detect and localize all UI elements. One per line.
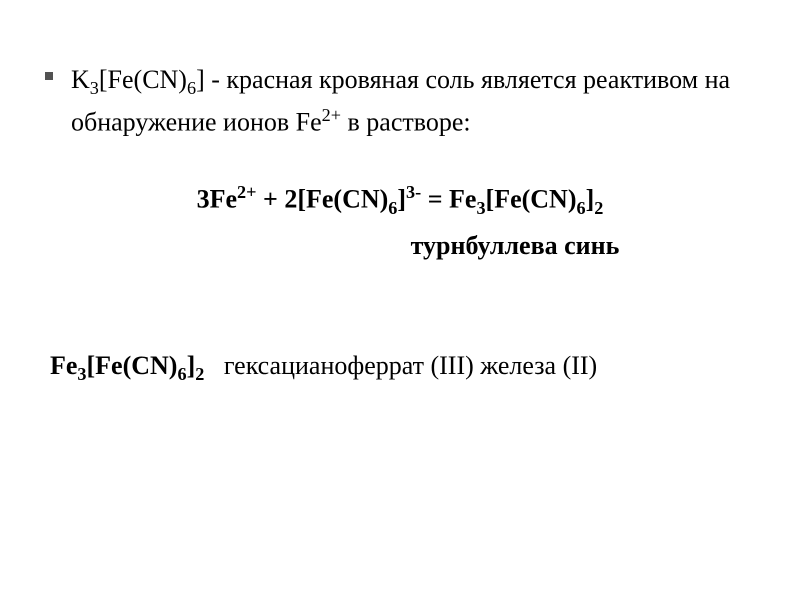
intro-formula-mid: [Fe(CN) (99, 65, 187, 94)
intro-sub2: 6 (187, 78, 196, 98)
eq-bracket3: ] (586, 185, 595, 214)
chemical-equation: 3Fe2+ + 2[Fe(CN)6]3- = Fe3[Fe(CN)6]2 (45, 182, 755, 219)
name-mid: [Fe(CN) (87, 351, 178, 380)
name-sub2: 6 (177, 364, 186, 384)
eq-equals: = Fe (421, 185, 476, 214)
intro-formula-k: K (71, 65, 90, 94)
name-end: ] (187, 351, 196, 380)
eq-bracket1: ] (397, 185, 406, 214)
eq-sub6-2: 6 (577, 198, 586, 218)
eq-sub2: 2 (594, 198, 603, 218)
eq-lhs-coef: 3Fe (197, 185, 237, 214)
name-spacer (204, 351, 224, 380)
eq-bracket2: [Fe(CN) (486, 185, 577, 214)
name-pre: Fe (50, 351, 77, 380)
intro-dash: - (205, 65, 227, 94)
name-sub1: 3 (77, 364, 86, 384)
name-formula: Fe3[Fe(CN)6]2 (50, 351, 204, 380)
name-text: гексацианоферрат (III) железа (II) (224, 351, 597, 380)
compound-label: турнбуллева синь (45, 231, 755, 261)
intro-sub1: 3 (90, 78, 99, 98)
intro-text: K3[Fe(CN)6] - красная кровяная соль явля… (71, 60, 755, 142)
eq-plus: + 2[Fe(CN) (257, 185, 389, 214)
bullet-icon (45, 72, 53, 80)
intro-text2: в растворе: (341, 108, 471, 137)
intro-block: K3[Fe(CN)6] - красная кровяная соль явля… (45, 60, 755, 142)
compound-name-line: Fe3[Fe(CN)6]2 гексацианоферрат (III) жел… (45, 351, 755, 385)
eq-sub6-1: 6 (388, 198, 397, 218)
eq-sub3: 3 (476, 198, 485, 218)
eq-sup3m: 3- (406, 182, 421, 202)
name-sub3: 2 (195, 364, 204, 384)
intro-formula-end: ] (196, 65, 205, 94)
eq-lhs-sup: 2+ (237, 182, 256, 202)
intro-sup: 2+ (322, 105, 341, 125)
